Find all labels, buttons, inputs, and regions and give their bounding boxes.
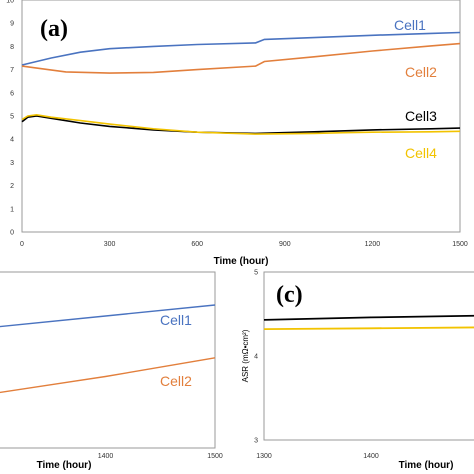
- series-line-cell2: [21, 42, 461, 74]
- panel-b-series-label-cell1: Cell1: [160, 312, 192, 328]
- panel-a-y-tick-2: 2: [10, 183, 14, 190]
- panel-c-y-ticks: 3 4 5: [254, 270, 258, 445]
- panel-b-x-axis-label: Time (hour): [37, 460, 92, 471]
- series-line-cell4: [21, 113, 461, 135]
- panel-a-x-tick-300: 300: [104, 241, 116, 248]
- panel-b-series-label-cell2: Cell2: [160, 373, 192, 389]
- panel-b-x-tick-1500: 1500: [207, 453, 223, 460]
- panel-c: 3 4 5 1300 1400 (c) ASR (mΩ•cm²) Time (hour…: [241, 270, 474, 471]
- panel-a-y-tick-8: 8: [10, 44, 14, 51]
- panel-a-x-tick-900: 900: [279, 241, 291, 248]
- panel-a-y-tick-9: 9: [10, 21, 14, 28]
- panel-a-y-tick-3: 3: [10, 160, 14, 167]
- panel-a-y-tick-5: 5: [10, 114, 14, 121]
- panel-a-x-tick-1500: 1500: [452, 241, 468, 248]
- panel-a-x-tick-1200: 1200: [365, 241, 381, 248]
- panel-b-plot-area: [0, 271, 216, 449]
- panel-a-y-tick-7: 7: [10, 67, 14, 74]
- panel-c-x-axis-label: Time (hour): [399, 460, 454, 471]
- panel-b-series-line-cell2: [0, 357, 216, 394]
- panel-c-x-tick-1300: 1300: [256, 453, 272, 460]
- panel-c-plot-area: [263, 271, 474, 441]
- panel-a-y-ticks: 0 1 2 3 4 5 6 7 8 9 10: [6, 0, 14, 237]
- panel-c-y-tick-4: 4: [254, 354, 258, 361]
- panel-a-x-ticks: 0 300 600 900 1200 1500: [20, 241, 468, 248]
- panel-a-series: [21, 31, 461, 135]
- series-line-cell3: [21, 115, 461, 135]
- panel-c-x-ticks: 1300 1400: [256, 453, 379, 460]
- series-label-cell1: Cell1: [394, 17, 426, 33]
- panel-c-y-tick-5: 5: [254, 270, 258, 277]
- panel-a-y-tick-1: 1: [10, 206, 14, 213]
- panel-b-x-ticks: 1400 1500: [98, 453, 223, 460]
- panel-c-x-tick-1400: 1400: [363, 453, 379, 460]
- series-label-cell2: Cell2: [405, 64, 437, 80]
- panel-b-x-tick-1400: 1400: [98, 453, 114, 460]
- panel-a-y-tick-6: 6: [10, 90, 14, 97]
- panel-c-series: [263, 314, 474, 330]
- panel-c-series-line-2: [263, 326, 474, 330]
- panel-c-label: (c): [276, 282, 303, 308]
- series-label-cell4: Cell4: [405, 145, 437, 161]
- panel-c-y-axis-label: ASR (mΩ•cm²): [241, 329, 250, 382]
- series-line-cell1: [21, 31, 461, 66]
- panel-a-y-tick-4: 4: [10, 137, 14, 144]
- panel-b-series-line-cell1: [0, 304, 216, 328]
- panel-c-series-line-1: [263, 314, 474, 321]
- panel-a-x-tick-600: 600: [191, 241, 203, 248]
- series-label-cell3: Cell3: [405, 108, 437, 124]
- panel-a-label: (a): [40, 16, 68, 42]
- panel-a-x-tick-0: 0: [20, 241, 24, 248]
- panel-a-x-axis-label: Time (hour): [214, 256, 269, 267]
- panel-a-plot-area: [21, 0, 461, 233]
- panel-b: 1400 1500 Cell1 Cell2 Time (hour): [0, 271, 223, 471]
- panel-a-y-tick-10: 10: [6, 0, 14, 5]
- panel-a: 0 1 2 3 4 5 6 7 8 9 10 0 300 600 900 1200 1500 (a) Cell…: [6, 0, 468, 267]
- panel-b-series: [0, 304, 216, 394]
- panel-c-y-tick-3: 3: [254, 438, 258, 445]
- panel-a-y-tick-0: 0: [10, 230, 14, 237]
